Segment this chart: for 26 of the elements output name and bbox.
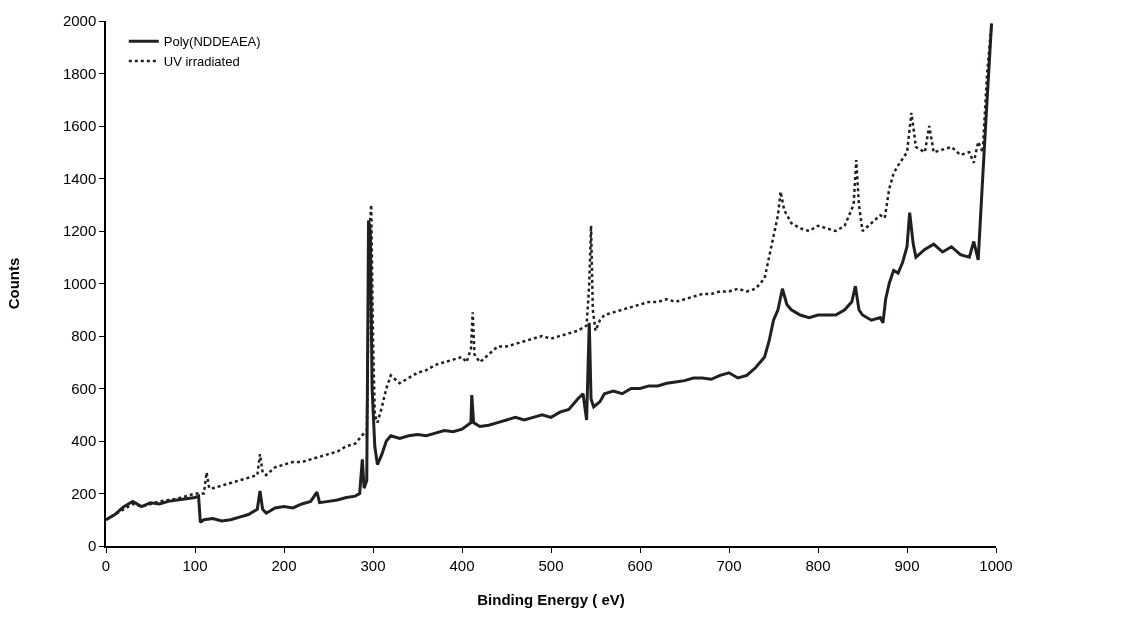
y-tick-label: 400	[71, 432, 97, 450]
y-tick-label: 600	[71, 379, 97, 397]
y-axis-title: Counts	[4, 257, 22, 310]
y-tick-label: 2000	[62, 12, 97, 30]
y-tick-label: 1200	[62, 222, 97, 240]
x-tick-label: 1000	[979, 556, 1013, 574]
x-tick-label: 500	[538, 556, 564, 574]
y-tick-label: 1400	[62, 169, 97, 187]
x-tick-label: 200	[271, 556, 297, 574]
y-tick-label: 200	[71, 484, 97, 502]
x-tick-label: 800	[805, 556, 831, 574]
legend-label: UV irradiated	[163, 54, 240, 70]
y-tick-label: 800	[71, 327, 97, 345]
x-tick-label: 900	[894, 556, 920, 574]
x-tick-label: 100	[182, 556, 208, 574]
x-tick-label: 700	[716, 556, 742, 574]
y-tick-label: 1000	[62, 274, 97, 292]
y-tick-label: 1600	[62, 117, 97, 135]
x-tick-label: 0	[101, 556, 111, 574]
x-axis-title: Binding Energy ( eV)	[477, 591, 625, 609]
x-tick-label: 400	[449, 556, 475, 574]
y-tick-label: 0	[87, 537, 97, 555]
x-tick-label: 300	[360, 556, 386, 574]
x-tick-label: 600	[627, 556, 653, 574]
legend-label: Poly(NDDEAEA)	[163, 34, 261, 50]
y-tick-label: 1800	[62, 64, 97, 82]
